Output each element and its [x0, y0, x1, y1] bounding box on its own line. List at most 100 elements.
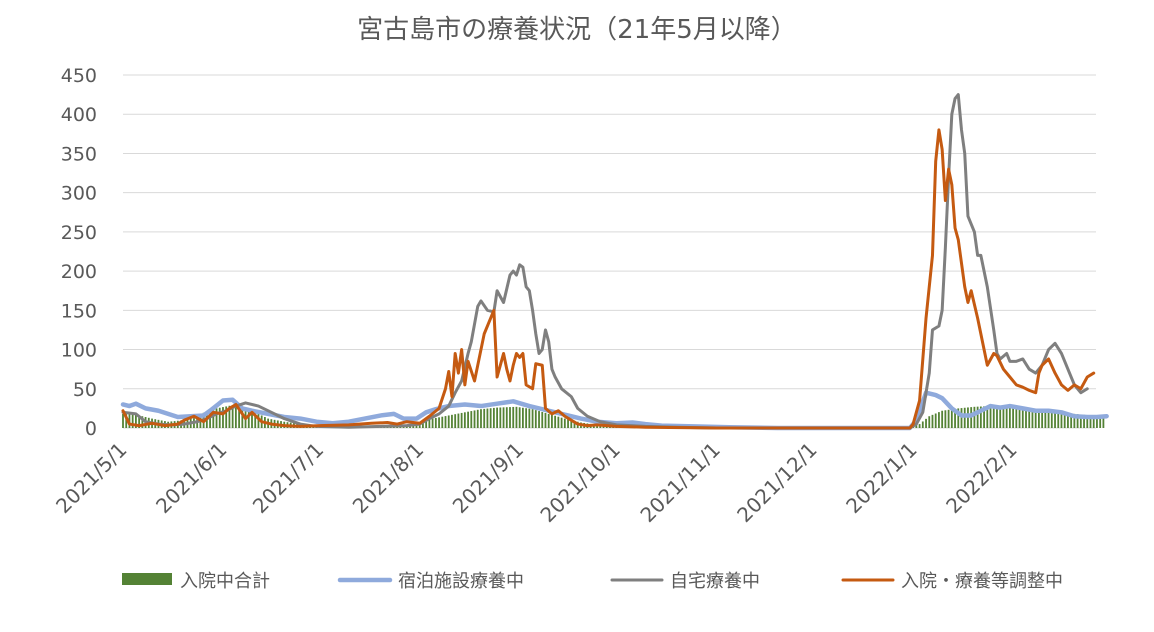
bar-mark: [422, 421, 424, 428]
legend-label: 入院・療養等調整中: [901, 571, 1063, 592]
bar-mark: [528, 408, 531, 428]
legend: 入院中合計 宿泊施設療養中 自宅療養中 入院・療養等調整中: [122, 571, 1063, 592]
bar-mark: [934, 413, 937, 428]
bar-mark: [1057, 412, 1060, 428]
x-tick-label: 2021/6/1: [151, 438, 231, 518]
bar-mark: [522, 407, 524, 428]
bar-mark: [1073, 413, 1076, 428]
bar-mark: [138, 415, 141, 428]
bar-mark: [918, 424, 921, 428]
bar-mark: [486, 408, 489, 428]
bar-mark: [425, 420, 428, 428]
chart-title: 宮古島市の療養状況（21年5月以降）: [357, 15, 797, 45]
bar-mark: [557, 416, 560, 428]
bar-mark: [1076, 414, 1079, 428]
bar-mark: [228, 405, 231, 428]
bar-mark: [931, 414, 934, 428]
bar-mark: [1063, 412, 1066, 428]
bar-mark: [1083, 414, 1085, 428]
y-tick-label: 200: [61, 261, 97, 283]
bar-mark: [222, 407, 224, 428]
y-tick-label: 400: [61, 104, 97, 126]
bar-mark: [473, 410, 476, 428]
x-tick-label: 2021/9/1: [448, 438, 528, 518]
bar-mark: [1018, 408, 1021, 428]
bar-mark: [915, 425, 918, 428]
bar-mark: [463, 412, 466, 428]
bar-mark: [218, 407, 221, 428]
bar-mark: [1021, 408, 1024, 428]
bar-mark: [1102, 416, 1105, 428]
bar-mark: [541, 412, 544, 428]
bar-mark: [241, 406, 244, 428]
bar-mark: [247, 409, 250, 428]
bar-mark: [567, 419, 569, 428]
bar-mark: [1041, 410, 1044, 428]
bar-mark: [950, 409, 953, 428]
bar-mark: [467, 411, 469, 428]
bar-mark: [476, 409, 479, 428]
bar-mark: [1025, 408, 1027, 428]
bar-mark: [412, 424, 415, 428]
bar-mark: [938, 412, 940, 428]
bar-mark: [454, 414, 457, 428]
bar-mark: [480, 409, 482, 428]
bar-mark: [1079, 414, 1082, 428]
y-tick-label: 0: [85, 418, 97, 440]
bar-mark: [135, 414, 137, 428]
bar-mark: [973, 406, 976, 428]
bar-mark: [251, 410, 253, 428]
x-tick-label: 2021/5/1: [51, 438, 131, 518]
bar-mark: [544, 412, 547, 428]
bar-mark: [534, 410, 537, 428]
bar-mark: [512, 406, 515, 428]
legend-label: 入院中合計: [180, 571, 270, 592]
bar-mark: [122, 413, 124, 428]
bar-mark: [441, 416, 444, 428]
x-tick-label: 2021/8/1: [348, 438, 428, 518]
bar-mark: [496, 407, 498, 428]
series-line: [120, 390, 1109, 431]
bar-mark: [1060, 412, 1063, 428]
bar-mark: [234, 404, 237, 428]
bar-mark: [1047, 411, 1050, 428]
bar-mark: [231, 405, 234, 428]
bar-mark: [1005, 407, 1008, 428]
bar-mark: [1067, 413, 1069, 428]
x-tick-label: 2021/12/1: [732, 438, 821, 527]
bar-mark: [1086, 415, 1089, 428]
bar-mark: [560, 417, 563, 428]
bar-mark: [1089, 415, 1092, 428]
bar-mark: [518, 407, 521, 428]
y-tick-label: 150: [61, 300, 97, 322]
y-tick-label: 300: [61, 183, 97, 205]
line-series-layer: [120, 93, 1109, 431]
bar-mark: [254, 412, 257, 428]
bar-mark: [483, 408, 486, 428]
bar-mark: [131, 414, 134, 428]
bar-mark: [209, 410, 211, 428]
bar-mark: [1031, 409, 1034, 428]
bar-mark: [125, 414, 128, 428]
bar-mark: [596, 424, 598, 428]
bar-mark: [215, 408, 218, 428]
bar-mark: [954, 408, 956, 428]
bar-mark: [525, 408, 528, 428]
bar-mark: [225, 406, 228, 428]
y-tick-label: 450: [61, 65, 97, 87]
bar-mark: [967, 407, 969, 428]
bar-mark: [509, 407, 511, 428]
bar-mark: [957, 408, 960, 428]
x-tick-label: 2021/11/1: [635, 438, 724, 527]
bar-mark: [499, 407, 502, 428]
bar-mark: [979, 406, 982, 428]
bar-mark: [999, 406, 1002, 428]
x-axis-ticks: 2021/5/1 2021/6/1 2021/7/1 2021/8/1 2021/9/1…: [51, 438, 1022, 527]
bar-mark: [457, 413, 460, 428]
bar-mark: [947, 409, 950, 428]
bar-mark: [531, 409, 534, 428]
bar-mark: [257, 413, 260, 428]
legend-swatch: [122, 573, 172, 585]
